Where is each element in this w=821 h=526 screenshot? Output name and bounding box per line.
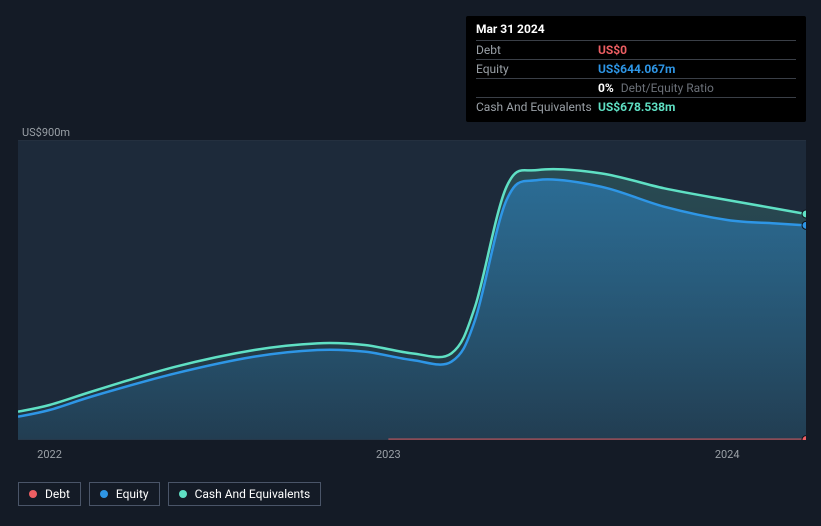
tooltip-date: Mar 31 2024 xyxy=(476,22,796,36)
tooltip-row: EquityUS$644.067m xyxy=(476,59,796,78)
tooltip-row-label xyxy=(476,81,598,95)
chart-svg xyxy=(18,140,806,440)
tooltip-row-value: US$678.538m xyxy=(598,100,675,114)
tooltip-row-value: US$644.067m xyxy=(598,62,675,76)
tooltip-row: DebtUS$0 xyxy=(476,40,796,59)
tooltip-row-label: Cash And Equivalents xyxy=(476,100,598,114)
tooltip-row: 0% Debt/Equity Ratio xyxy=(476,78,796,97)
tooltip-row-label: Debt xyxy=(476,43,598,57)
x-axis-labels: 2022 2023 2024 xyxy=(0,448,821,462)
tooltip-row: Cash And EquivalentsUS$678.538m xyxy=(476,97,796,116)
tooltip: Mar 31 2024 DebtUS$0EquityUS$644.067m0% … xyxy=(466,16,806,122)
legend-item[interactable]: Equity xyxy=(89,482,160,506)
legend-swatch-icon xyxy=(179,490,187,498)
tooltip-rows: DebtUS$0EquityUS$644.067m0% Debt/Equity … xyxy=(476,40,796,116)
chart-plot[interactable] xyxy=(18,140,806,440)
tooltip-row-label: Equity xyxy=(476,62,598,76)
y-axis-max-label: US$900m xyxy=(22,126,70,139)
legend-label: Cash And Equivalents xyxy=(195,487,311,501)
legend: Debt Equity Cash And Equivalents xyxy=(18,482,321,506)
tooltip-row-sub: Debt/Equity Ratio xyxy=(618,81,714,95)
legend-swatch-icon xyxy=(100,490,108,498)
legend-swatch-icon xyxy=(29,490,37,498)
end-marker-equity xyxy=(802,221,806,229)
x-axis-label: 2024 xyxy=(715,448,740,461)
legend-item[interactable]: Debt xyxy=(18,482,81,506)
tooltip-row-value: US$0 xyxy=(598,43,627,57)
legend-item[interactable]: Cash And Equivalents xyxy=(168,482,322,506)
legend-label: Equity xyxy=(116,487,149,501)
chart-root: Mar 31 2024 DebtUS$0EquityUS$644.067m0% … xyxy=(0,0,821,526)
x-axis-label: 2022 xyxy=(37,448,62,461)
legend-label: Debt xyxy=(45,487,70,501)
end-marker-cash xyxy=(802,210,806,218)
tooltip-row-value: 0% Debt/Equity Ratio xyxy=(598,81,714,95)
x-axis-label: 2023 xyxy=(376,448,401,461)
